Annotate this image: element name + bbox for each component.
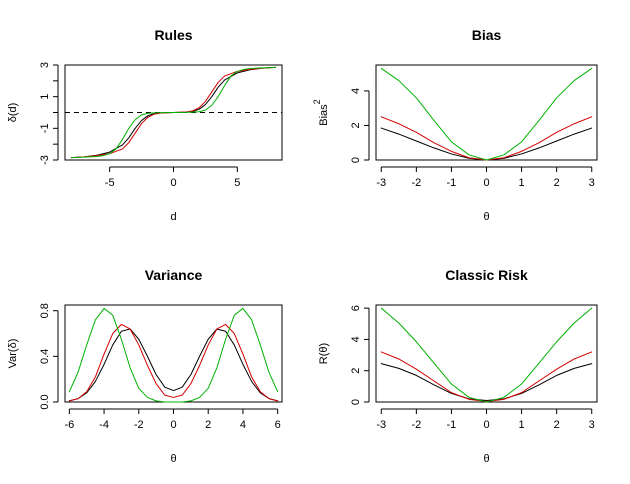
x-tick-label: -3 [376, 419, 386, 431]
series-line-1 [68, 328, 279, 402]
x-tick-label: 6 [275, 419, 281, 431]
series-line-1 [380, 127, 593, 161]
x-axis-label: θ [170, 453, 176, 465]
x-tick-label: -2 [411, 419, 421, 431]
y-tick-label: -1 [39, 123, 51, 133]
x-tick-label: 4 [240, 419, 246, 431]
x-axis-label: θ [483, 211, 489, 223]
y-axis-label-text: Var(δ) [7, 339, 19, 369]
chart-panel-1: Rules -5 0 5 d -3 -1 1 3 δ(d) [7, 27, 283, 223]
y-axis-label-text: δ(d) [7, 103, 19, 123]
x-tick-label: 2 [554, 419, 560, 431]
y-tick-label: 4 [350, 336, 362, 342]
x-tick-label: 0 [170, 419, 176, 431]
y-tick-label: 2 [350, 122, 362, 128]
chart-title: Variance [145, 267, 203, 283]
y-tick-label: 0 [350, 157, 362, 163]
chart-panel-4: Classic Risk -3 -2 -1 0 1 2 3 θ 0 2 4 6 R(θ) [318, 267, 598, 465]
series-line-3 [380, 67, 593, 161]
y-axis-label: δ(d) [7, 103, 19, 123]
x-tick-label: -4 [99, 419, 109, 431]
x-tick-label: 0 [483, 419, 489, 431]
x-tick-label: -3 [376, 177, 386, 189]
x-axis-label: θ [483, 453, 489, 465]
y-axis-label: R(θ) [318, 343, 330, 364]
series-line-3 [68, 307, 279, 403]
x-tick-label: 2 [205, 419, 211, 431]
plot-frame [64, 304, 283, 403]
chart-title: Classic Risk [445, 267, 528, 283]
y-axis-label-text: R(θ) [318, 343, 330, 364]
y-tick-label: -3 [39, 155, 51, 165]
y-tick-label: 0.0 [39, 394, 51, 409]
y-tick-label: 3 [39, 62, 51, 68]
plot-frame [375, 64, 598, 161]
y-tick-label: 4 [350, 88, 362, 94]
y-axis-label-superscript: 2 [312, 99, 322, 104]
series-line-3 [70, 66, 277, 159]
y-axis-label: Var(δ) [7, 339, 19, 369]
y-tick-label: 1 [39, 94, 51, 100]
y-tick-label: 2 [350, 368, 362, 374]
x-axis-label: d [170, 211, 176, 223]
x-tick-label: 0 [170, 177, 176, 189]
y-axis-label: Bias2 [312, 99, 330, 125]
y-axis-label-text: Bias [318, 104, 330, 126]
chart-panel-3: Variance -6 -4 -2 0 2 4 6 θ 0.0 0.4 0.8 Var(δ) [7, 267, 283, 465]
x-tick-label: -6 [64, 419, 74, 431]
plot-frame [375, 304, 598, 403]
series-line-2 [380, 116, 593, 161]
series-line-3 [380, 307, 593, 403]
x-tick-label: 5 [234, 177, 240, 189]
x-tick-label: 3 [589, 419, 595, 431]
x-tick-label: -1 [447, 177, 457, 189]
y-tick-label: 0.4 [39, 349, 51, 364]
chart-title: Rules [154, 27, 192, 43]
x-tick-label: -5 [105, 177, 115, 189]
x-tick-label: 1 [519, 177, 525, 189]
chart-title: Bias [472, 27, 502, 43]
series-line-2 [68, 323, 279, 402]
x-tick-label: 2 [554, 177, 560, 189]
y-tick-label: 6 [350, 305, 362, 311]
series-line-1 [380, 363, 593, 401]
x-tick-label: 3 [589, 177, 595, 189]
x-tick-label: -1 [447, 419, 457, 431]
x-tick-label: -2 [411, 177, 421, 189]
y-tick-label: 0.8 [39, 303, 51, 318]
x-tick-label: 1 [519, 419, 525, 431]
x-tick-label: 0 [483, 177, 489, 189]
series-line-2 [380, 351, 593, 402]
y-tick-label: 0 [350, 399, 362, 405]
x-tick-label: -2 [134, 419, 144, 431]
